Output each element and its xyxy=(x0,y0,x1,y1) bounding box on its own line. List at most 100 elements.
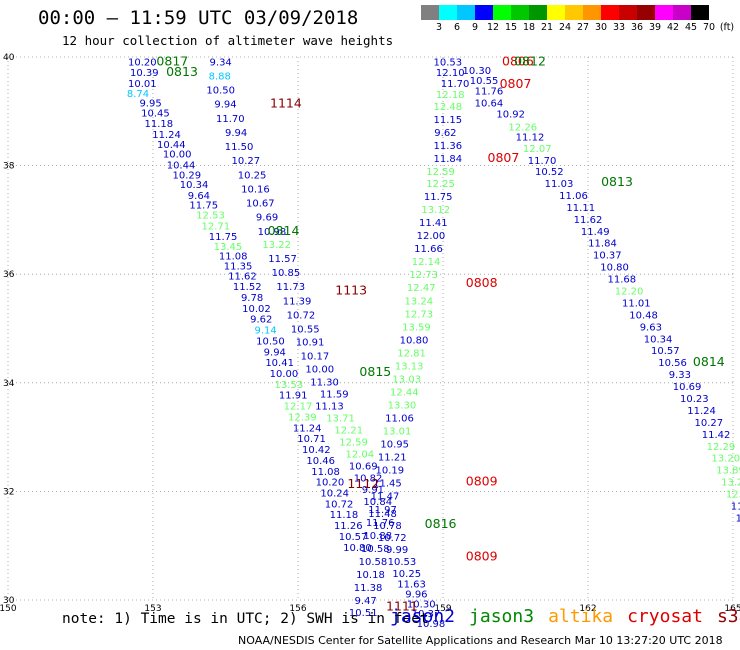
wave-height-value: 12.92 xyxy=(726,490,740,501)
wave-height-value: 10.72 xyxy=(378,533,407,544)
wave-height-value: 10.42 xyxy=(302,445,331,456)
wave-height-value: 13.13 xyxy=(395,361,424,372)
wave-height-value: 10.27 xyxy=(695,418,724,429)
wave-height-value: 10.69 xyxy=(349,461,378,472)
wave-height-value: 11.08 xyxy=(219,252,248,263)
wave-height-value: 10.20 xyxy=(128,57,157,68)
y-tick-label: 38 xyxy=(3,162,15,172)
wave-height-value: 11.24 xyxy=(293,423,322,434)
wave-height-value: 10.64 xyxy=(475,99,504,110)
pass-time-label: 0815 xyxy=(359,364,391,379)
wave-height-value: 11.35 xyxy=(224,262,253,273)
wave-height-value: 11.76 xyxy=(475,87,504,98)
wave-height-value: 9.94 xyxy=(225,128,247,139)
wave-height-value: 11.24 xyxy=(687,406,716,417)
colorbar-swatch xyxy=(655,5,673,20)
pass-time-label: 1114 xyxy=(270,96,302,111)
wave-height-value: 13.01 xyxy=(383,427,412,438)
wave-height-value: 10.50 xyxy=(256,336,285,347)
wave-height-value: 10.16 xyxy=(241,184,270,195)
wave-height-value: 13.22 xyxy=(262,240,291,251)
wave-height-value: 10.98 xyxy=(417,619,446,630)
wave-height-value: 12.53 xyxy=(196,210,225,221)
wave-height-value: 10.25 xyxy=(392,569,421,580)
colorbar-tick-label: 24 xyxy=(558,22,572,33)
wave-height-value: 10.48 xyxy=(629,310,658,321)
wave-height-value: 10.45 xyxy=(141,108,170,119)
pass-time-label: 0814 xyxy=(693,354,725,369)
x-tick-label: 156 xyxy=(289,604,306,614)
pass-time-label: 0807 xyxy=(488,150,520,165)
wave-height-value: 11.48 xyxy=(368,509,397,520)
wave-height-value: 12.39 xyxy=(288,412,317,423)
wave-height-value: 10.91 xyxy=(296,338,325,349)
colorbar-swatch xyxy=(583,5,601,20)
wave-height-value: 9.69 xyxy=(256,213,278,224)
wave-height-value: 10.57 xyxy=(651,346,680,357)
legend-entry-altika: altika xyxy=(548,606,614,627)
wave-height-value: 9.78 xyxy=(241,293,263,304)
pass-time-label: 0808 xyxy=(466,275,498,290)
wave-height-value: 12.04 xyxy=(346,449,375,460)
wave-height-value: 11.47 xyxy=(371,492,400,503)
wave-height-value: 10.19 xyxy=(376,466,405,477)
wave-height-value: 10.78 xyxy=(373,521,402,532)
wave-height-value: 11.66 xyxy=(414,244,443,255)
wave-height-value: 9.91 xyxy=(362,485,384,496)
wave-height-value: 12.59 xyxy=(426,167,455,178)
wave-height-value: 10.55 xyxy=(291,325,320,336)
wave-height-value: 11.76 xyxy=(366,518,395,529)
wave-height-value: 10.52 xyxy=(535,167,564,178)
wave-height-value: 13.45 xyxy=(214,242,243,253)
pass-time-label: 0817 xyxy=(156,53,188,68)
wave-height-value: 11.06 xyxy=(559,191,588,202)
wave-height-value: 11.13 xyxy=(315,402,344,413)
wave-height-points: 10.2010.3910.018.749.9510.4511.1811.2410… xyxy=(127,57,740,629)
wave-height-value: 10.24 xyxy=(320,488,349,499)
wave-height-value: 11.03 xyxy=(545,179,574,190)
wave-height-value: 11.38 xyxy=(354,583,383,594)
wave-height-value: 10.71 xyxy=(297,434,326,445)
colorbar-tick-label: 9 xyxy=(471,22,479,33)
wave-height-value: 10.23 xyxy=(680,394,709,405)
wave-height-value: 11.74 xyxy=(736,513,740,524)
wave-height-value: 10.30 xyxy=(463,66,492,77)
wave-height-value: 10.58 xyxy=(361,544,390,555)
wave-height-value: 13.29 xyxy=(721,478,740,489)
wave-height-value: 13.59 xyxy=(402,322,431,333)
wave-height-value: 10.18 xyxy=(356,570,385,581)
pass-time-label: 1112 xyxy=(347,476,379,491)
wave-height-value: 10.46 xyxy=(306,456,335,467)
wave-height-value: 11.57 xyxy=(268,254,297,265)
colorbar-tick-label: 42 xyxy=(666,22,680,33)
pass-time-label: 0814 xyxy=(268,223,300,238)
colorbar-swatch xyxy=(421,5,439,20)
chart-title: 00:00 – 11:59 UTC 03/09/2018 xyxy=(38,7,359,29)
wave-height-value: 10.20 xyxy=(316,478,345,489)
wave-height-value: 9.14 xyxy=(254,326,276,337)
y-tick-label: 30 xyxy=(3,596,15,606)
wave-height-value: 11.39 xyxy=(283,296,312,307)
pass-time-label: 0809 xyxy=(466,474,498,489)
colorbar-swatch xyxy=(493,5,511,20)
wave-height-value: 9.96 xyxy=(405,589,427,600)
wave-height-value: 11.06 xyxy=(385,414,414,425)
wave-height-value: 10.17 xyxy=(301,352,330,363)
colorbar-swatch xyxy=(601,5,619,20)
wave-height-value: 11.75 xyxy=(209,232,238,243)
colorbar-swatch xyxy=(673,5,691,20)
colorbar-swatch xyxy=(619,5,637,20)
wave-height-value: 11.15 xyxy=(434,115,463,126)
wave-height-value: 9.63 xyxy=(640,322,662,333)
colorbar-swatch xyxy=(475,5,493,20)
wave-height-value: 9.94 xyxy=(214,100,236,111)
wave-height-value: 11.18 xyxy=(330,510,359,521)
wave-height-value: 9.33 xyxy=(669,370,691,381)
wave-height-value: 10.34 xyxy=(180,180,209,191)
wave-height-value: 13.89 xyxy=(716,466,740,477)
wave-height-value: 10.37 xyxy=(412,609,441,620)
wave-height-value: 10.57 xyxy=(339,532,368,543)
wave-height-value: 11.41 xyxy=(419,218,448,229)
wave-height-value: 10.30 xyxy=(407,599,436,610)
wave-height-value: 11.42 xyxy=(702,430,731,441)
